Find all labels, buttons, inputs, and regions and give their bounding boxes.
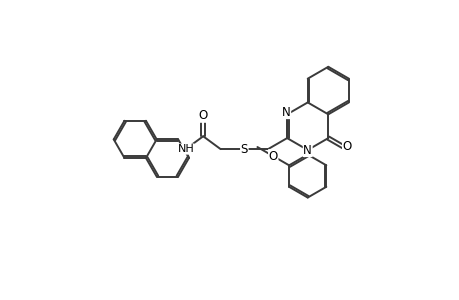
Text: O: O xyxy=(342,140,351,153)
Text: N: N xyxy=(281,106,290,118)
Text: O: O xyxy=(198,109,207,122)
Text: O: O xyxy=(268,150,277,163)
Text: S: S xyxy=(240,142,247,156)
Text: N: N xyxy=(302,143,311,157)
Text: NH: NH xyxy=(177,144,194,154)
